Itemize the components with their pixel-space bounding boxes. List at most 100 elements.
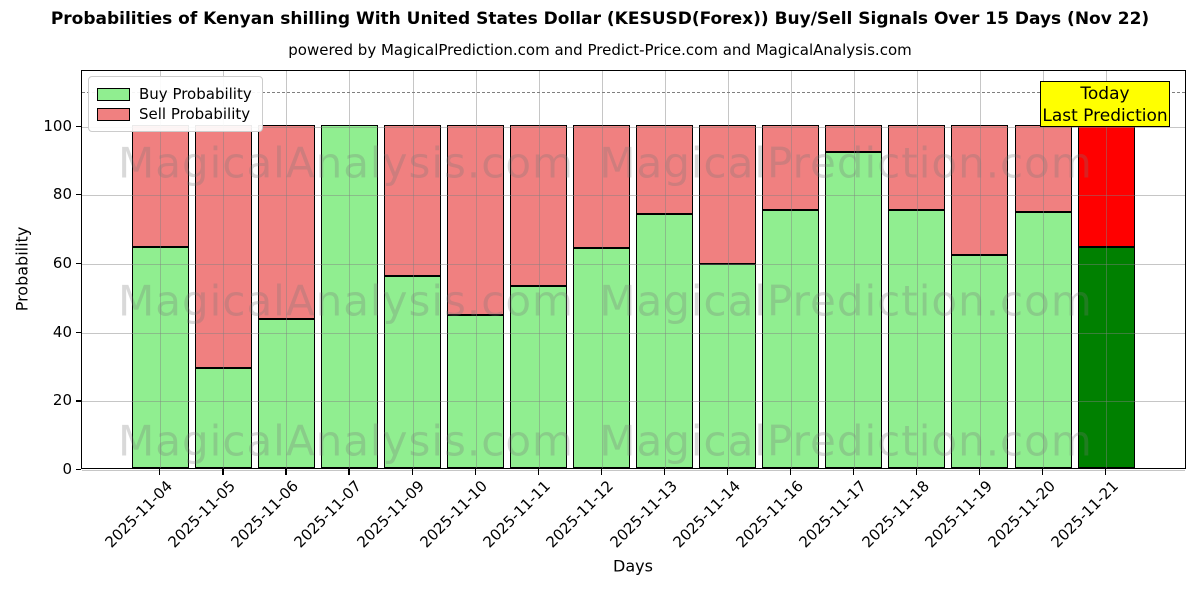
bar-segment-sell-2025-11-04 bbox=[131, 124, 189, 247]
bar-segment-sell-2025-11-17 bbox=[825, 124, 883, 153]
y-tick-mark bbox=[76, 331, 81, 333]
x-axis-label: Days bbox=[613, 556, 653, 576]
x-tick-mark bbox=[852, 469, 855, 475]
bar-segment-buy-2025-11-06 bbox=[257, 318, 315, 468]
watermark-text: MagicalAnalysis.com bbox=[118, 276, 574, 326]
y-tick-mark bbox=[76, 262, 81, 265]
x-tick-label: 2025-11-12 bbox=[543, 477, 618, 552]
bar-segment-sell-2025-11-11 bbox=[510, 124, 568, 287]
x-tick-mark bbox=[978, 469, 981, 475]
sell-color-swatch bbox=[97, 107, 130, 121]
vertical-gridline bbox=[979, 71, 981, 468]
vertical-gridline bbox=[727, 71, 729, 468]
bar-segment-buy-2025-11-07 bbox=[320, 124, 378, 468]
vertical-gridline bbox=[223, 71, 225, 468]
bar-segment-buy-2025-11-17 bbox=[825, 152, 883, 468]
horizontal-gridline bbox=[82, 263, 1185, 265]
annotation-line-last-prediction: Last Prediction bbox=[1042, 106, 1168, 126]
x-tick-label: 2025-11-20 bbox=[984, 477, 1059, 552]
legend-label: Buy Probability bbox=[139, 85, 252, 103]
x-tick-mark bbox=[159, 469, 161, 475]
bar-segment-sell-2025-11-06 bbox=[257, 124, 315, 319]
y-tick-mark bbox=[76, 125, 81, 127]
bar-segment-sell-2025-11-18 bbox=[888, 124, 946, 211]
watermark-text: MagicalAnalysis.com bbox=[118, 416, 574, 466]
x-tick-mark bbox=[537, 469, 539, 475]
threshold-dashed-line bbox=[82, 92, 1185, 94]
x-tick-mark bbox=[789, 469, 791, 475]
bar-segment-sell-2025-11-19 bbox=[951, 124, 1009, 256]
x-tick-mark bbox=[474, 469, 476, 475]
x-tick-label: 2025-11-18 bbox=[858, 477, 933, 552]
x-tick-mark bbox=[348, 469, 350, 475]
x-tick-mark bbox=[726, 469, 728, 475]
bar-segment-buy-2025-11-16 bbox=[762, 210, 820, 468]
vertical-gridline bbox=[853, 71, 855, 468]
horizontal-gridline bbox=[82, 332, 1185, 334]
bar-segment-sell-2025-11-14 bbox=[699, 124, 757, 264]
buy-color-swatch bbox=[97, 87, 130, 101]
watermark-text: MagicalAnalysis.com bbox=[118, 138, 574, 188]
y-tick-label: 40 bbox=[52, 322, 72, 341]
annotation-line-today: Today bbox=[1080, 84, 1130, 104]
today-last-prediction-annotation: Today Last Prediction bbox=[1040, 81, 1170, 127]
bar-segment-buy-2025-11-14 bbox=[699, 263, 757, 468]
vertical-gridline bbox=[349, 71, 351, 468]
bar-segment-buy-2025-11-20 bbox=[1014, 212, 1072, 468]
bar-segment-buy-2025-11-04 bbox=[131, 246, 189, 468]
bar-segment-sell-2025-11-12 bbox=[573, 124, 631, 249]
bar-segment-sell-2025-11-10 bbox=[447, 124, 505, 316]
y-tick-label: 80 bbox=[52, 185, 72, 204]
bar-segment-sell-2025-11-16 bbox=[762, 124, 820, 211]
y-tick-mark bbox=[76, 469, 81, 471]
y-tick-label: 20 bbox=[52, 391, 72, 410]
legend-item-buy: Buy Probability bbox=[97, 84, 252, 104]
bar-segment-sell-2025-11-21 bbox=[1077, 124, 1135, 247]
horizontal-gridline bbox=[82, 195, 1185, 197]
x-tick-label: 2025-11-09 bbox=[353, 477, 429, 552]
x-tick-label: 2025-11-05 bbox=[164, 477, 240, 552]
bar-segment-sell-2025-11-20 bbox=[1014, 124, 1072, 213]
x-tick-mark bbox=[915, 469, 918, 475]
legend-box: Buy Probability Sell Probability bbox=[88, 76, 263, 132]
legend-item-sell: Sell Probability bbox=[97, 104, 252, 124]
horizontal-gridline bbox=[82, 470, 1185, 471]
bar-segment-buy-2025-11-05 bbox=[194, 368, 252, 468]
x-tick-label: 2025-11-21 bbox=[1047, 477, 1122, 552]
x-tick-mark bbox=[1042, 469, 1044, 475]
y-tick-label: 60 bbox=[52, 253, 72, 272]
vertical-gridline bbox=[475, 71, 477, 468]
plot-area: MagicalAnalysis.com MagicalPrediction.co… bbox=[81, 70, 1186, 471]
x-tick-label: 2025-11-17 bbox=[795, 477, 870, 552]
x-tick-label: 2025-11-06 bbox=[227, 477, 303, 552]
watermark-layer: MagicalAnalysis.com MagicalPrediction.co… bbox=[82, 71, 1185, 468]
bar-segment-buy-2025-11-13 bbox=[636, 213, 694, 468]
vertical-gridline bbox=[916, 71, 918, 468]
x-tick-label: 2025-11-04 bbox=[101, 477, 177, 552]
x-tick-mark bbox=[600, 469, 602, 475]
bar-segment-sell-2025-11-09 bbox=[384, 124, 441, 276]
bar-segment-buy-2025-11-18 bbox=[888, 210, 946, 468]
bar-segment-buy-2025-11-12 bbox=[573, 248, 631, 468]
bars-layer bbox=[82, 71, 1185, 468]
chart-title: Probabilities of Kenyan shilling With Un… bbox=[50, 9, 1150, 29]
legend-label: Sell Probability bbox=[139, 105, 251, 123]
bar-segment-buy-2025-11-09 bbox=[384, 275, 441, 468]
vertical-gridline bbox=[538, 71, 540, 468]
vertical-gridline bbox=[412, 71, 414, 468]
watermark-text: MagicalPrediction.com bbox=[599, 416, 1093, 466]
chart-subtitle: powered by MagicalPrediction.com and Pre… bbox=[288, 41, 912, 59]
y-tick-label: 100 bbox=[43, 116, 72, 135]
y-tick-label: 0 bbox=[62, 460, 72, 478]
y-tick-mark bbox=[76, 400, 81, 402]
horizontal-gridline bbox=[82, 126, 1185, 128]
vertical-gridline bbox=[1106, 71, 1108, 468]
bar-segment-buy-2025-11-19 bbox=[951, 255, 1009, 468]
vertical-gridline bbox=[601, 71, 603, 468]
x-tick-mark bbox=[285, 469, 287, 475]
watermark-text: MagicalPrediction.com bbox=[599, 276, 1093, 326]
x-tick-label: 2025-11-07 bbox=[290, 477, 366, 552]
horizontal-gridline bbox=[82, 401, 1185, 403]
x-tick-mark bbox=[663, 469, 665, 475]
